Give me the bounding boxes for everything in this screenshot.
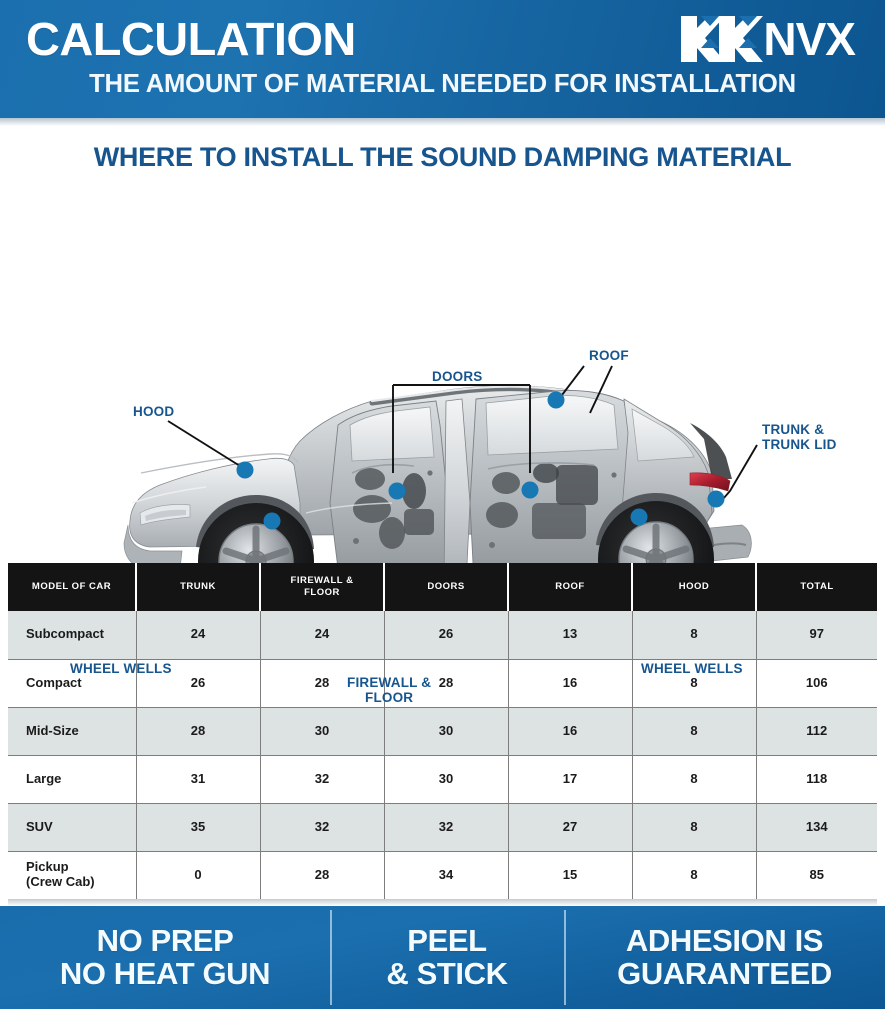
cell-model: Compact — [8, 659, 137, 708]
col-hood: HOOD — [632, 563, 757, 611]
cell-roof: 27 — [508, 803, 633, 852]
col-roof: ROOF — [508, 563, 633, 611]
vehicle-diagram: HOOD DOORS ROOF TRUNK & TRUNK LID WHEEL … — [0, 173, 885, 705]
section-heading: WHERE TO INSTALL THE SOUND DAMPING MATER… — [93, 142, 792, 172]
table-row: Subcompact 24 24 26 13 8 97 — [8, 611, 877, 660]
callout-wheel-wells-front: WHEEL WELLS — [70, 661, 172, 676]
cell-firewall-floor: 32 — [260, 755, 385, 804]
cell-hood: 8 — [632, 611, 757, 660]
callout-roof: ROOF — [589, 348, 629, 363]
callout-doors: DOORS — [432, 369, 483, 384]
cell-doors: 28 — [384, 659, 509, 708]
page-subtitle: THE AMOUNT OF MATERIAL NEEDED FOR INSTAL… — [89, 70, 796, 98]
table-row: Compact 26 28 28 16 8 106 — [8, 659, 877, 708]
cell-hood: 8 — [632, 659, 757, 708]
col-model-of-car: MODEL OF CAR — [8, 563, 137, 611]
header-banner: CALCULATION NVX THE AMOUNT OF MATERIAL N… — [0, 0, 885, 118]
table-row: Pickup (Crew Cab) 0 28 34 15 8 85 — [8, 851, 877, 899]
footer-peel-stick: PEEL & STICK — [330, 906, 564, 1009]
cell-doors: 32 — [384, 803, 509, 852]
cell-model: SUV — [8, 803, 137, 852]
cell-total: 106 — [756, 659, 877, 708]
cell-doors: 30 — [384, 707, 509, 756]
cell-doors: 26 — [384, 611, 509, 660]
cell-trunk: 28 — [136, 707, 261, 756]
header-shadow-divider — [0, 118, 885, 126]
cell-doors: 30 — [384, 755, 509, 804]
cell-total: 134 — [756, 803, 877, 852]
callout-trunk: TRUNK & TRUNK LID — [762, 422, 837, 453]
brand-logo: NVX — [679, 14, 859, 64]
footer-adhesion: ADHESION IS GUARANTEED — [564, 906, 885, 1009]
cell-hood: 8 — [632, 803, 757, 852]
callout-hood: HOOD — [133, 404, 175, 419]
col-doors: DOORS — [384, 563, 509, 611]
nvx-x-mark-icon — [681, 16, 764, 62]
cell-model: Subcompact — [8, 611, 137, 660]
hood-marker — [236, 461, 254, 479]
footer-no-prep: NO PREP NO HEAT GUN — [59, 923, 271, 991]
cell-firewall-floor: 28 — [260, 851, 385, 899]
col-trunk: TRUNK — [136, 563, 261, 611]
col-total: TOTAL — [756, 563, 877, 611]
cell-roof: 16 — [508, 659, 633, 708]
cell-model: Large — [8, 755, 137, 804]
vehicle-illustration — [123, 365, 758, 563]
material-quantity-table: MODEL OF CAR TRUNK FIREWALL & FLOOR DOOR… — [8, 563, 877, 899]
front-door-marker — [388, 482, 406, 500]
table-row: SUV 35 32 32 27 8 134 — [8, 803, 877, 852]
brand-name: NVX — [763, 13, 856, 65]
callout-wheel-wells-rear: WHEEL WELLS — [641, 661, 743, 676]
front-wheel-marker — [263, 512, 281, 530]
rear-door-marker — [521, 481, 539, 499]
cell-trunk: 31 — [136, 755, 261, 804]
cell-trunk: 0 — [136, 851, 261, 899]
cell-firewall-floor: 28 — [260, 659, 385, 708]
cell-hood: 8 — [632, 755, 757, 804]
table-header-row: MODEL OF CAR TRUNK FIREWALL & FLOOR DOOR… — [8, 563, 877, 611]
page-title: CALCULATION — [26, 13, 356, 65]
cell-total: 85 — [756, 851, 877, 899]
table-row: Large 31 32 30 17 8 118 — [8, 755, 877, 804]
table-bottom-shadow — [8, 899, 877, 906]
cell-roof: 15 — [508, 851, 633, 899]
rear-wheel-marker — [630, 508, 648, 526]
footer-banner: NO PREP NO HEAT GUN PEEL & STICK ADHESIO… — [0, 906, 885, 1009]
cell-roof: 13 — [508, 611, 633, 660]
header-top-row: CALCULATION NVX — [0, 0, 885, 72]
cell-total: 112 — [756, 707, 877, 756]
cell-firewall-floor: 30 — [260, 707, 385, 756]
cell-hood: 8 — [632, 707, 757, 756]
cell-roof: 16 — [508, 707, 633, 756]
cell-total: 97 — [756, 611, 877, 660]
cell-firewall-floor: 32 — [260, 803, 385, 852]
cell-firewall-floor: 24 — [260, 611, 385, 660]
cell-total: 118 — [756, 755, 877, 804]
cell-roof: 17 — [508, 755, 633, 804]
cell-trunk: 24 — [136, 611, 261, 660]
callout-firewall-floor: FIREWALL & FLOOR — [347, 675, 432, 706]
roof-marker — [547, 391, 565, 409]
cell-model: Mid-Size — [8, 707, 137, 756]
trunk-marker — [707, 490, 725, 508]
cell-trunk: 35 — [136, 803, 261, 852]
material-table-container: MODEL OF CAR TRUNK FIREWALL & FLOOR DOOR… — [0, 563, 885, 899]
cell-doors: 34 — [384, 851, 509, 899]
cell-hood: 8 — [632, 851, 757, 899]
table-row: Mid-Size 28 30 30 16 8 112 — [8, 707, 877, 756]
install-point-markers — [236, 391, 725, 530]
cell-trunk: 26 — [136, 659, 261, 708]
cell-model: Pickup (Crew Cab) — [8, 851, 137, 899]
col-firewall-floor: FIREWALL & FLOOR — [260, 563, 385, 611]
